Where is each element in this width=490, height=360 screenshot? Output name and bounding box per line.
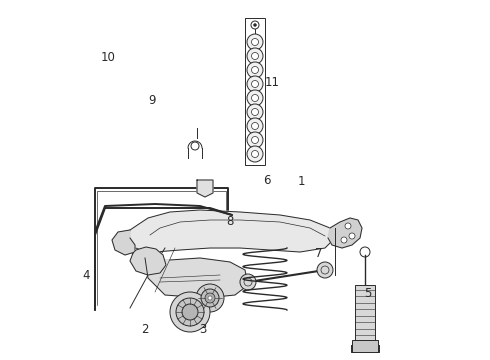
Polygon shape — [328, 218, 362, 248]
Circle shape — [251, 136, 259, 144]
Circle shape — [247, 90, 263, 106]
Polygon shape — [128, 210, 335, 252]
Circle shape — [253, 23, 256, 27]
Circle shape — [240, 274, 256, 290]
Text: 11: 11 — [265, 76, 279, 89]
Text: 7: 7 — [315, 247, 322, 260]
Circle shape — [247, 48, 263, 64]
Circle shape — [208, 296, 212, 300]
Circle shape — [341, 237, 347, 243]
Polygon shape — [112, 230, 135, 255]
Circle shape — [317, 262, 333, 278]
Text: 8: 8 — [226, 215, 234, 228]
Circle shape — [251, 53, 259, 59]
Circle shape — [247, 118, 263, 134]
Bar — [245, 18, 265, 165]
Text: 9: 9 — [148, 94, 156, 107]
Circle shape — [247, 62, 263, 78]
Circle shape — [176, 298, 204, 326]
Circle shape — [247, 34, 263, 50]
Circle shape — [205, 293, 215, 303]
Polygon shape — [130, 247, 166, 275]
Text: 2: 2 — [141, 323, 148, 336]
Circle shape — [247, 76, 263, 92]
Text: 3: 3 — [199, 323, 207, 336]
Circle shape — [251, 94, 259, 102]
Circle shape — [247, 146, 263, 162]
Bar — [352, 340, 378, 352]
Circle shape — [201, 289, 219, 307]
Bar — [355, 285, 375, 340]
Circle shape — [251, 108, 259, 116]
Text: 5: 5 — [364, 287, 371, 300]
Circle shape — [196, 284, 224, 312]
Circle shape — [345, 223, 351, 229]
Circle shape — [349, 233, 355, 239]
Circle shape — [247, 132, 263, 148]
Circle shape — [251, 150, 259, 158]
Text: 1: 1 — [297, 175, 305, 188]
Circle shape — [251, 67, 259, 73]
Polygon shape — [145, 258, 248, 298]
Circle shape — [170, 292, 210, 332]
Circle shape — [182, 304, 198, 320]
Text: 10: 10 — [100, 51, 115, 64]
Text: 6: 6 — [263, 174, 271, 186]
Circle shape — [251, 39, 259, 45]
Circle shape — [251, 122, 259, 130]
Circle shape — [251, 81, 259, 87]
Circle shape — [247, 104, 263, 120]
Polygon shape — [197, 180, 213, 197]
Text: 4: 4 — [82, 269, 90, 282]
